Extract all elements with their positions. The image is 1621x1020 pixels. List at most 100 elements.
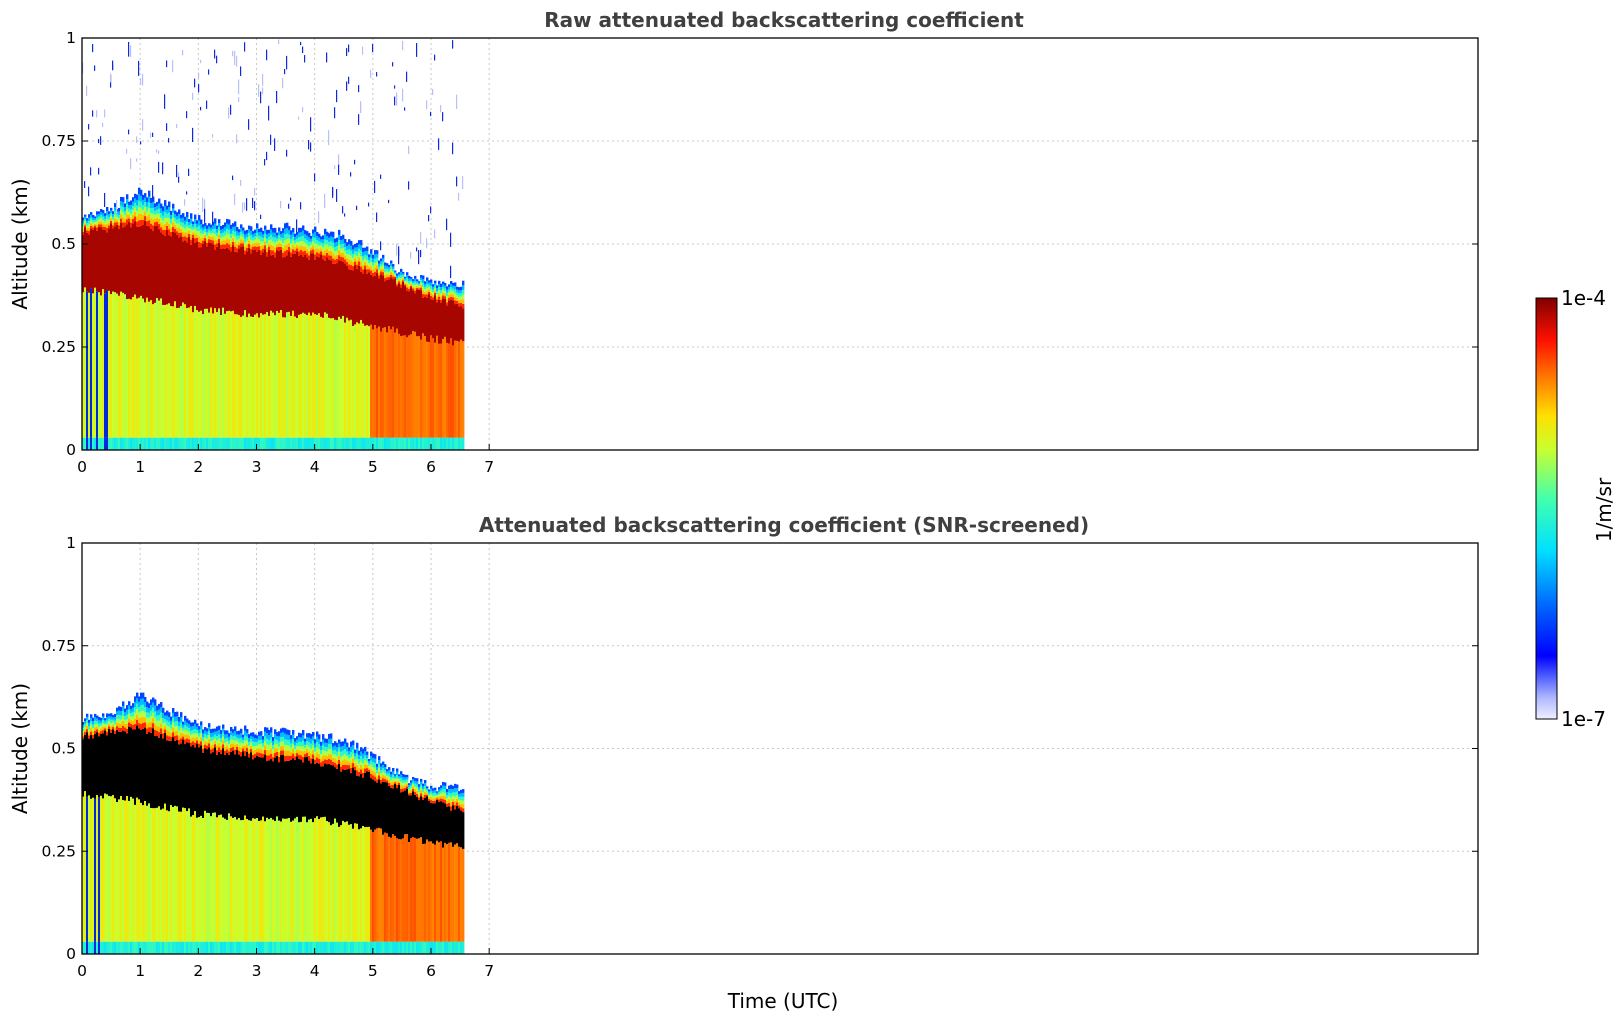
- heatmap-cell: [154, 225, 157, 303]
- heatmap-cell: [370, 324, 373, 438]
- heatmap-cell: [200, 721, 203, 726]
- heatmap-cell: [230, 437, 233, 450]
- heatmap-cell: [278, 746, 281, 752]
- heatmap-cell: [376, 250, 379, 254]
- heatmap-cell: [404, 437, 407, 450]
- heatmap-cell: [308, 312, 311, 438]
- heatmap-cell: [110, 220, 113, 224]
- heatmap-cell: [100, 224, 103, 228]
- heatmap-cell: [198, 817, 201, 942]
- heatmap-cell: [166, 715, 169, 721]
- heatmap-cell: [152, 697, 155, 703]
- heatmap-cell: [276, 238, 279, 242]
- heatmap-cell: [444, 803, 447, 843]
- heatmap-cell: [346, 254, 349, 258]
- heatmap-cell: [422, 794, 425, 798]
- heatmap-cell: [286, 729, 289, 735]
- heatmap-cell: [210, 233, 213, 237]
- heatmap-cell: [458, 437, 461, 450]
- heatmap-cell: [232, 437, 235, 450]
- heatmap-cell: [358, 240, 361, 245]
- heatmap-cell: [230, 727, 233, 732]
- heatmap-cell: [264, 249, 267, 315]
- heatmap-cell: [140, 723, 143, 730]
- heatmap-cell: [336, 258, 339, 264]
- heatmap-cell: [86, 716, 89, 720]
- heatmap-cell: [412, 288, 415, 291]
- heatmap-cell: [160, 232, 163, 299]
- heatmap-cell: [374, 941, 377, 954]
- heatmap-cell: [380, 776, 383, 781]
- heatmap-cell: [402, 276, 405, 279]
- heatmap-cell: [342, 437, 345, 450]
- heatmap-cell: [392, 276, 395, 280]
- heatmap-cell: [374, 254, 377, 259]
- heatmap-cell: [418, 286, 421, 289]
- heatmap-cell: [230, 941, 233, 954]
- heatmap-cell: [254, 246, 257, 250]
- heatmap-cell: [84, 214, 87, 217]
- heatmap-cell: [290, 751, 293, 756]
- heatmap-cell: [256, 748, 259, 753]
- heatmap-cell: [242, 941, 245, 954]
- heatmap-cell: [434, 941, 437, 954]
- heatmap-cell: [336, 437, 339, 450]
- heatmap-cell: [88, 292, 91, 438]
- heatmap-cell: [168, 437, 171, 450]
- noise-speck: [172, 60, 174, 73]
- heatmap-cell: [158, 720, 161, 727]
- heatmap-cell: [444, 290, 447, 294]
- heatmap-cell: [130, 227, 133, 300]
- heatmap-cell: [384, 281, 387, 328]
- heatmap-cell: [136, 216, 139, 222]
- heatmap-cell: [392, 788, 395, 835]
- heatmap-cell: [92, 215, 95, 218]
- heatmap-cell: [404, 834, 407, 942]
- heatmap-cell: [448, 842, 451, 942]
- heatmap-cell: [226, 243, 229, 248]
- heatmap-cell: [84, 718, 87, 722]
- heatmap-cell: [104, 229, 107, 294]
- heatmap-cell: [384, 327, 387, 438]
- heatmap-cell: [258, 239, 261, 243]
- heatmap-cell: [204, 741, 207, 745]
- heatmap-cell: [374, 781, 377, 830]
- heatmap-cell: [382, 275, 385, 328]
- noise-speck: [136, 158, 138, 162]
- heatmap-cell: [358, 767, 361, 772]
- heatmap-cell: [226, 730, 229, 735]
- heatmap-cell: [278, 242, 281, 247]
- heatmap-cell: [108, 941, 111, 954]
- heatmap-cell: [160, 702, 163, 708]
- heatmap-cell: [124, 211, 127, 215]
- heatmap-cell: [136, 221, 139, 228]
- heatmap-cell: [406, 278, 409, 282]
- heatmap-cell: [438, 796, 441, 800]
- heatmap-cell: [214, 747, 217, 813]
- heatmap-cell: [172, 717, 175, 723]
- heatmap-cell: [112, 225, 115, 229]
- heatmap-cell: [84, 729, 87, 733]
- heatmap-cell: [440, 795, 443, 799]
- heatmap-cell: [372, 757, 375, 763]
- heatmap-cell: [436, 291, 439, 294]
- heatmap-cell: [236, 437, 239, 450]
- heatmap-cell: [332, 765, 335, 824]
- noise-speck: [166, 60, 168, 68]
- heatmap-cell: [432, 803, 435, 844]
- heatmap-cell: [372, 265, 375, 270]
- heatmap-cell: [176, 716, 179, 722]
- heatmap-cell: [160, 941, 163, 954]
- heatmap-cell: [102, 210, 105, 214]
- heatmap-cell: [148, 717, 151, 723]
- heatmap-cell: [130, 209, 133, 214]
- heatmap-cell: [212, 732, 215, 737]
- heatmap-cell: [100, 728, 103, 732]
- heatmap-cell: [448, 941, 451, 954]
- heatmap-cell: [456, 798, 459, 803]
- heatmap-cell: [426, 284, 429, 288]
- heatmap-cell: [162, 941, 165, 954]
- heatmap-cell: [452, 345, 455, 438]
- heatmap-cell: [442, 785, 445, 789]
- heatmap-cell: [346, 769, 349, 822]
